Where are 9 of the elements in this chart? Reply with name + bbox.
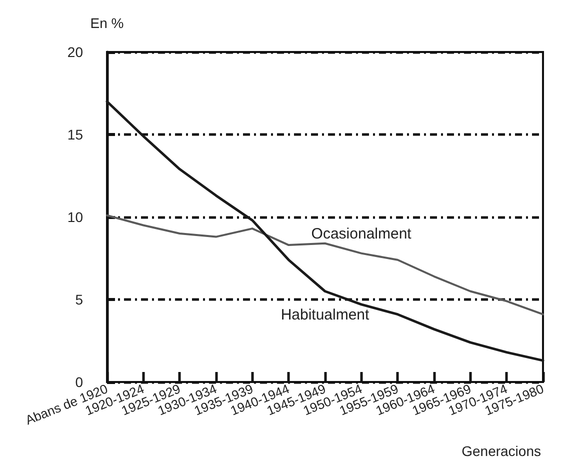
- series-label: Habitualment: [280, 306, 370, 324]
- x-axis-title: Generacions: [462, 443, 541, 459]
- y-tick-label: 0: [75, 374, 84, 390]
- y-tick-label: 5: [75, 292, 84, 308]
- y-tick-label: 15: [67, 126, 84, 142]
- series-label: Ocasionalment: [311, 225, 412, 242]
- y-tick-label: 10: [67, 209, 84, 225]
- y-tick-label: 20: [67, 44, 84, 60]
- y-axis-title: En %: [90, 15, 124, 31]
